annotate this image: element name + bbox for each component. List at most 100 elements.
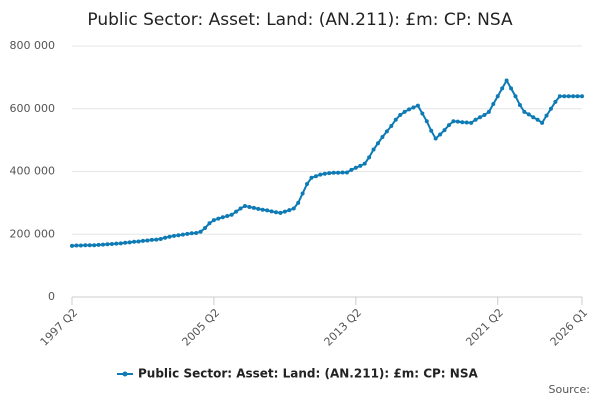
- legend-marker: [122, 371, 128, 377]
- data-point: [96, 242, 101, 247]
- data-point: [540, 120, 545, 125]
- y-tick-label: 200 000: [10, 227, 56, 240]
- data-point: [353, 165, 358, 170]
- data-point: [167, 234, 172, 239]
- data-point: [548, 106, 553, 111]
- data-point: [393, 117, 398, 122]
- data-point: [486, 109, 491, 114]
- data-point: [331, 170, 336, 175]
- data-point: [553, 99, 558, 104]
- data-point: [140, 238, 145, 243]
- data-point: [180, 232, 185, 237]
- data-point: [340, 170, 345, 175]
- data-point: [220, 215, 225, 220]
- data-point: [313, 174, 318, 179]
- data-point: [305, 182, 310, 187]
- data-point: [287, 208, 292, 213]
- data-point: [389, 124, 394, 129]
- data-point: [575, 94, 580, 99]
- data-point: [371, 147, 376, 152]
- data-point: [78, 243, 83, 248]
- data-point: [482, 113, 487, 118]
- data-point: [163, 235, 168, 240]
- data-point: [322, 171, 327, 176]
- data-point: [349, 167, 354, 172]
- source: Source:: [549, 383, 591, 396]
- data-point: [203, 225, 208, 230]
- data-point: [256, 206, 261, 211]
- data-point: [92, 243, 97, 248]
- data-point: [238, 206, 243, 211]
- x-tick-label: 2021 Q2: [463, 306, 506, 349]
- data-point: [398, 113, 403, 118]
- data-point: [526, 112, 531, 117]
- data-point: [535, 117, 540, 122]
- data-point: [269, 209, 274, 214]
- data-point: [473, 117, 478, 122]
- data-point: [158, 236, 163, 241]
- data-point: [562, 94, 567, 99]
- data-point: [260, 207, 265, 212]
- data-point: [145, 238, 150, 243]
- data-point: [362, 161, 367, 166]
- data-point: [504, 78, 509, 83]
- data-point: [105, 242, 110, 247]
- series-line: [71, 78, 582, 247]
- data-point: [509, 86, 514, 91]
- data-point: [300, 191, 305, 196]
- y-tick-label: 0: [48, 290, 55, 303]
- data-point: [336, 170, 341, 175]
- data-point: [185, 231, 190, 236]
- data-point: [172, 233, 176, 238]
- data-point: [420, 111, 425, 116]
- data-point: [464, 120, 469, 125]
- x-tick-label: 2026 Q1: [548, 306, 591, 349]
- data-point: [132, 239, 137, 244]
- data-point: [415, 103, 420, 108]
- data-point: [384, 129, 389, 134]
- data-point: [580, 94, 584, 99]
- data-point: [229, 212, 234, 217]
- data-point: [544, 113, 549, 118]
- data-point: [429, 128, 434, 133]
- data-point: [327, 171, 332, 176]
- data-point: [189, 231, 194, 236]
- data-point: [74, 243, 79, 248]
- data-point: [438, 132, 443, 137]
- data-point: [442, 128, 447, 133]
- data-point: [495, 94, 500, 99]
- data-point: [291, 206, 296, 211]
- data-point: [176, 233, 181, 238]
- data-point: [234, 209, 239, 214]
- y-tick-label: 600 000: [10, 102, 56, 115]
- data-point: [198, 229, 203, 234]
- data-point: [154, 237, 159, 242]
- data-point: [402, 109, 407, 114]
- data-point: [500, 86, 505, 91]
- data-point: [109, 241, 114, 246]
- data-point: [424, 119, 429, 124]
- data-point: [309, 175, 314, 180]
- data-point: [296, 200, 301, 205]
- data-point: [242, 204, 247, 209]
- y-tick-label: 400 000: [10, 165, 56, 178]
- data-point: [225, 214, 230, 219]
- data-point: [522, 109, 527, 114]
- data-point: [207, 221, 212, 226]
- data-point: [407, 107, 412, 112]
- legend-label: Public Sector: Asset: Land: (AN.211): £m…: [138, 367, 478, 381]
- data-point: [411, 105, 416, 110]
- data-point: [446, 123, 451, 128]
- data-point: [513, 94, 518, 99]
- data-point: [451, 119, 456, 124]
- data-point: [380, 134, 385, 139]
- data-point: [367, 155, 372, 160]
- data-point: [114, 241, 119, 246]
- x-tick-label: 2013 Q2: [322, 306, 365, 349]
- data-point: [491, 102, 496, 107]
- data-point: [247, 204, 252, 209]
- data-point: [194, 230, 199, 235]
- y-tick-label: 800 000: [10, 39, 56, 52]
- data-point: [344, 170, 349, 175]
- data-point: [149, 237, 154, 242]
